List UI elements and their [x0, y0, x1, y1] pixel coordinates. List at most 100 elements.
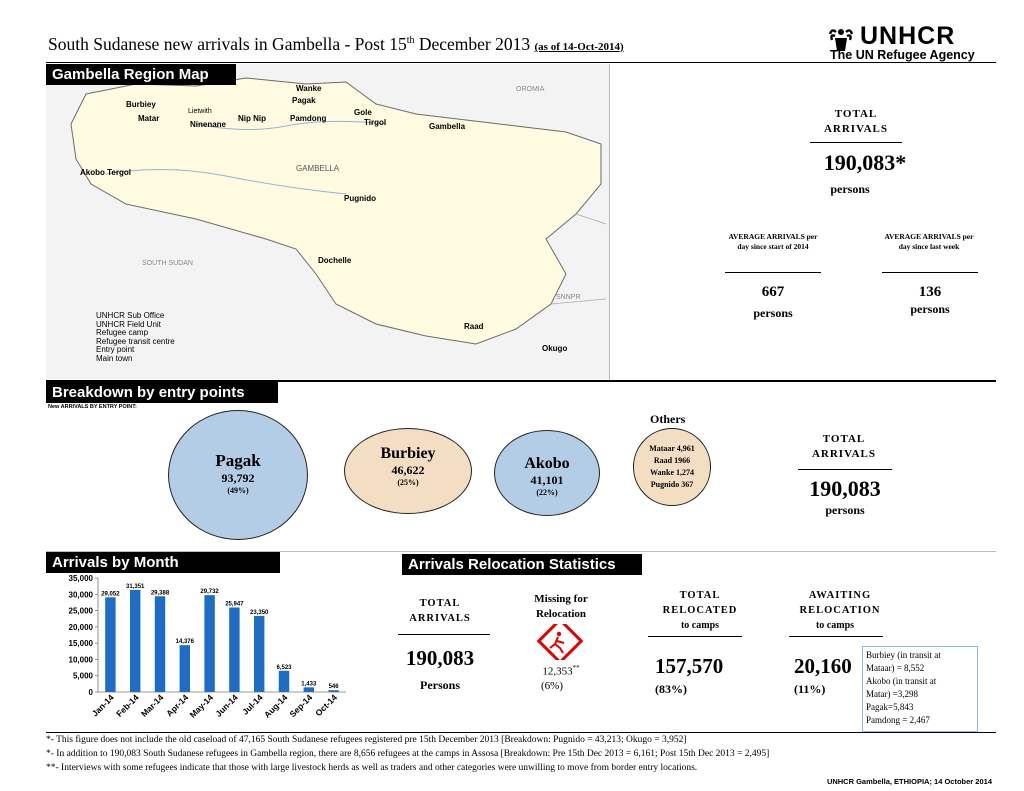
entry-name: Pagak [215, 451, 261, 470]
relocated-label: TOTAL RELOCATED [662, 590, 738, 616]
legend-item: Main town [96, 353, 133, 363]
missing-value: 12,353** [522, 664, 600, 678]
x-tick-label: Aug-14 [262, 692, 290, 720]
month-bar [278, 670, 290, 692]
month-bar [105, 597, 116, 692]
awaiting-sub: to camps [815, 620, 855, 631]
entry-value: 41,101 [530, 473, 564, 487]
summary-total-value: 190,083* [790, 150, 940, 176]
entry-total-value: 190,083 [809, 476, 881, 501]
map-place-nip-nip: Nip Nip [238, 114, 266, 123]
relocated-sub: to camps [680, 620, 720, 631]
avg-year-unit: persons [753, 306, 793, 320]
awaiting-detail-line: Pamdong = 2,467 [866, 715, 930, 725]
map-place-lietwith: Lietwith [188, 108, 212, 115]
gambella-region-shape [70, 77, 602, 345]
month-bar [229, 607, 240, 692]
footnote-rule [46, 732, 996, 733]
bar-data-label: 546 [329, 684, 340, 690]
avg-week-rule [882, 272, 978, 273]
reloc-total-unit: Persons [420, 678, 460, 692]
entry-section-header: Breakdown by entry points [46, 382, 278, 403]
awaiting-details-box: Burbiey (in transit at Mataar) = 8,552 A… [862, 646, 978, 732]
y-tick-label: 5,000 [73, 672, 94, 681]
map-place-burbiey: Burbiey [126, 100, 156, 109]
as-of-date: (as of 14-Oct-2014) [534, 41, 624, 53]
logo-tagline: The UN Refugee Agency [830, 48, 975, 62]
legend-item: Refugee camp [96, 328, 149, 337]
bar-data-label: 29,388 [151, 590, 170, 596]
section-rule-month [46, 551, 996, 552]
reloc-total-value: 190,083 [405, 646, 475, 670]
map-place-raad: Raad [464, 322, 484, 331]
section-rule-entry [46, 380, 996, 382]
others-item: Wanke 1,274 [649, 468, 694, 477]
awaiting-label: AWAITING RELOCATION [799, 590, 881, 616]
bar-data-label: 1,433 [301, 681, 317, 687]
map-place-okugo: Okugo [542, 344, 568, 353]
awaiting-detail-line: Mataar) = 8,552 [866, 663, 925, 673]
warning-sign-icon [537, 624, 583, 660]
logo-name: UNHCR [860, 22, 956, 50]
map-place-pugnido: Pugnido [344, 194, 376, 203]
y-tick-label: 25,000 [69, 607, 94, 616]
footnote-1: *- This figure does not include the old … [46, 735, 687, 745]
map-region-label: GAMBELLA [296, 164, 340, 173]
missing-mark: ** [572, 664, 580, 672]
x-tick-label: Jan-14 [90, 692, 116, 718]
entry-circle-pagak: Pagak 93,792 (49%) [168, 410, 308, 540]
others-item: Mataar 4,961 [649, 444, 695, 453]
avg-year-value: 667 [761, 284, 785, 300]
awaiting-value: 20,160 [794, 654, 852, 678]
title-superscript: th [406, 35, 415, 47]
avg-week-label: AVERAGE ARRIVALS per day since last week [884, 232, 974, 251]
entry-value: 46,622 [391, 463, 425, 477]
footnote-2: *- In addition to 190,083 South Sudanese… [46, 749, 770, 759]
entry-value: 93,792 [221, 471, 255, 485]
others-item: Raad 1966 [653, 456, 691, 465]
month-bar [129, 589, 141, 692]
title-rest: December 2013 [414, 34, 531, 54]
map-place-pamdong: Pamdong [290, 114, 327, 123]
legend-item: Refugee transit centre [96, 336, 175, 346]
bar-data-label: 14,376 [176, 639, 195, 645]
x-tick-label: Apr-14 [164, 692, 190, 718]
entry-name: Burbiey [380, 445, 436, 462]
bar-data-label: 29,732 [200, 589, 219, 595]
y-tick-label: 35,000 [69, 574, 94, 583]
others-item: Pugnido 367 [650, 480, 694, 489]
map-place-gole: Gole [354, 108, 372, 117]
avg-year-rule [725, 272, 821, 273]
summary-total-rule [810, 142, 902, 143]
bar-data-label: 23,350 [250, 610, 269, 616]
month-bar [204, 595, 215, 692]
logo-emblem-icon [828, 29, 854, 51]
map-place-dochelle: Dochelle [318, 256, 352, 265]
x-tick-label: Jun-14 [213, 692, 240, 719]
title-main: South Sudanese new arrivals in Gambella … [48, 34, 407, 54]
map-place-gambella-town: Gambella [429, 122, 466, 131]
map-place-ninenane: Ninenane [190, 120, 227, 129]
summary-total-label: TOTAL ARRIVALS [823, 108, 889, 135]
map-place-tirgol: Tirgol [364, 118, 387, 127]
entry-pct: (49%) [227, 486, 249, 495]
awaiting-pct: (11%) [794, 682, 826, 696]
awaiting-detail-line: Pagak=5,843 [866, 702, 914, 712]
x-tick-label: May-14 [188, 692, 216, 720]
header-rule [46, 62, 996, 63]
y-tick-label: 30,000 [69, 590, 94, 599]
reloc-total-rule [398, 634, 490, 635]
map-section-header: Gambella Region Map [46, 64, 236, 85]
summary-total-unit: persons [830, 182, 870, 196]
credit-line: UNHCR Gambella, ETHIOPIA; 14 October 201… [826, 777, 992, 786]
map-place-akobo-tergol: Akobo Tergol [80, 168, 131, 177]
y-tick-label: 20,000 [69, 623, 94, 632]
missing-label: Missing for Relocation [534, 593, 588, 620]
relocated-pct: (83%) [655, 682, 687, 696]
entry-subtitle: New ARRIVALS BY ENTRY POINT: [48, 404, 137, 410]
unhcr-logo: UNHCR The UN Refugee Agency [826, 22, 986, 62]
map-legend: UNHCR Sub Office UNHCR Field Unit Refuge… [96, 311, 246, 363]
legend-item: Entry point [96, 345, 135, 354]
avg-year-label: AVERAGE ARRIVALS per day since start of … [728, 232, 818, 251]
relocated-value: 157,570 [655, 654, 724, 678]
